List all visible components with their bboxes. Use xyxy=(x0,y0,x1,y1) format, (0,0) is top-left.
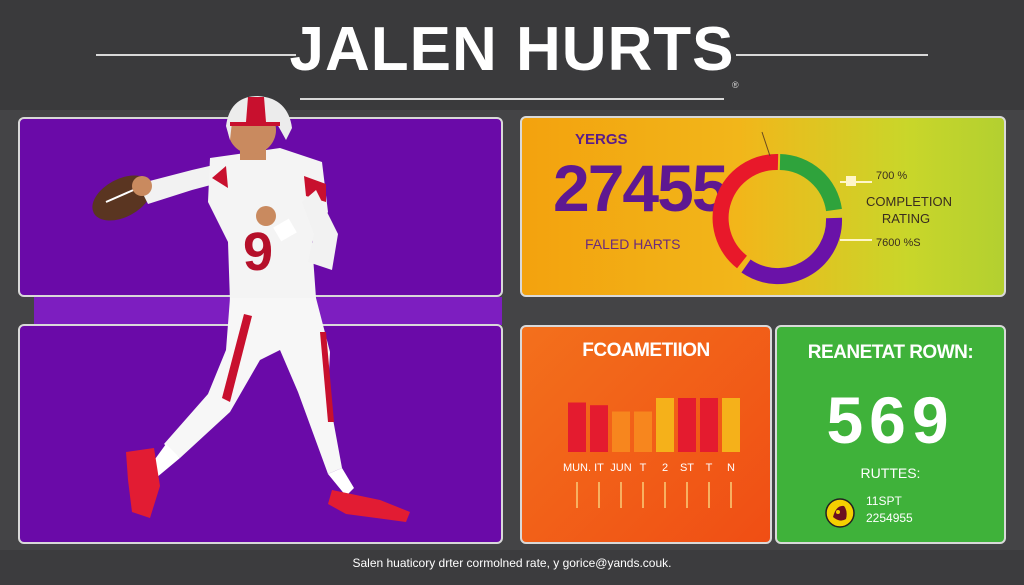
yards-value: 27455 xyxy=(553,151,729,225)
formation-month-label: IT xyxy=(594,462,604,474)
rushing-title: REANETAT ROWN: xyxy=(807,342,974,363)
formation-tick xyxy=(576,482,578,508)
player-illustration: 9 xyxy=(92,96,410,522)
page-title: JALEN HURTS xyxy=(289,15,735,84)
formation-tick xyxy=(642,482,644,508)
completion-donut-chart xyxy=(712,131,872,284)
footer-band xyxy=(0,550,1024,585)
rushing-small-line1: 11SPT xyxy=(866,494,902,508)
rushing-sub-label: RUTTES: xyxy=(860,465,921,481)
completion-rating-label: COMPLETION RATING xyxy=(866,193,952,227)
title-underline xyxy=(300,98,724,100)
rushing-small-line2: 2254955 xyxy=(866,511,913,525)
formation-month-label: 2 xyxy=(661,462,669,474)
yards-sub-label: FALED HARTS xyxy=(585,236,681,252)
formation-tick xyxy=(730,482,732,508)
completion-label-line1: COMPLETION xyxy=(866,194,952,209)
formation-month-label: ST xyxy=(679,462,695,474)
donut-pointer xyxy=(761,131,771,157)
formation-month-label: JUN xyxy=(610,462,632,474)
team-logo-icon xyxy=(825,498,855,528)
donut-segment-purple xyxy=(741,217,843,284)
completion-label-line2: RATING xyxy=(881,211,931,226)
formation-bar xyxy=(634,411,652,452)
formation-bar-chart xyxy=(568,398,740,508)
formation-tick xyxy=(686,482,688,508)
rushing-value: 569 xyxy=(826,383,955,457)
formation-bar xyxy=(568,402,586,452)
formation-bar xyxy=(590,405,608,452)
svg-text:9: 9 xyxy=(243,222,273,282)
formation-tick xyxy=(620,482,622,508)
formation-month-label: N xyxy=(727,462,735,474)
formation-month-label: MUN. xyxy=(562,462,592,474)
footer-caption: Salen huaticory drter cormolned rate, y … xyxy=(352,556,672,570)
title-rule-left xyxy=(96,54,296,56)
player-panel-bottom xyxy=(18,324,503,544)
formation-tick xyxy=(598,482,600,508)
formation-month-labels: MUN. IT JUN T 2 ST T N xyxy=(560,462,750,476)
formation-bar xyxy=(656,398,674,452)
registered-mark: ® xyxy=(732,80,739,90)
formation-tick xyxy=(664,482,666,508)
donut-top-value: 700 % xyxy=(876,170,908,182)
formation-bar xyxy=(678,398,696,452)
rushing-small-stats: 11SPT 2254955 xyxy=(866,493,913,527)
formation-month-label: T xyxy=(639,462,647,474)
formation-month-label: T xyxy=(705,462,713,474)
donut-segment-green xyxy=(779,154,842,212)
title-rule-right xyxy=(736,54,928,56)
formation-bar xyxy=(722,398,740,452)
formation-tick xyxy=(708,482,710,508)
rushing-panel xyxy=(775,325,1006,544)
donut-bottom-value: 7600 %S xyxy=(876,237,921,249)
donut-segment-red xyxy=(712,153,779,269)
yards-label: YERGS xyxy=(575,131,628,148)
formation-bar xyxy=(612,411,630,452)
formation-bar xyxy=(700,398,718,452)
formation-title: FCOAMETIION xyxy=(582,340,710,361)
